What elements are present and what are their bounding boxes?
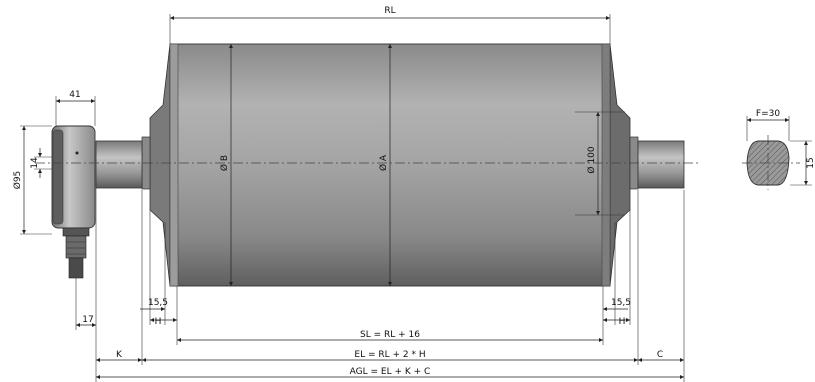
- rl-dimension: [169, 14, 611, 44]
- height-14-label: 14: [30, 157, 40, 169]
- width-41-label: 41: [69, 90, 80, 100]
- motor-housing: [51, 125, 96, 279]
- height-15-label: 15: [806, 157, 815, 168]
- diameter-100-label: Ø 100: [586, 146, 597, 173]
- motor-dimensions: [20, 96, 97, 382]
- dim-15-5-right-label: 15,5: [611, 298, 631, 308]
- left-shaft: [95, 136, 151, 190]
- shaft-section: [742, 135, 800, 190]
- dim-17-label: 17: [82, 315, 93, 325]
- k-label: K: [116, 350, 123, 360]
- h-left-label: H: [155, 317, 162, 327]
- h-right-label: H: [619, 317, 626, 327]
- diameter-b-label: Ø B: [219, 155, 230, 171]
- sl-label: SL = RL + 16: [360, 330, 420, 340]
- diameter-a-label: Ø A: [378, 154, 389, 171]
- bottom-dimensions: [96, 190, 685, 382]
- diameter-lines: [228, 44, 625, 286]
- c-label: C: [657, 350, 663, 360]
- rl-label: RL: [384, 6, 395, 16]
- dim-15-5-left-label: 15,5: [148, 298, 168, 308]
- el-label: EL = RL + 2 * H: [354, 350, 425, 360]
- diameter-95-label: Ø95: [12, 171, 23, 190]
- flat-f30-label: F=30: [756, 109, 780, 119]
- section-dimensions: [746, 116, 812, 186]
- agl-label: AGL = EL + K + C: [350, 367, 431, 377]
